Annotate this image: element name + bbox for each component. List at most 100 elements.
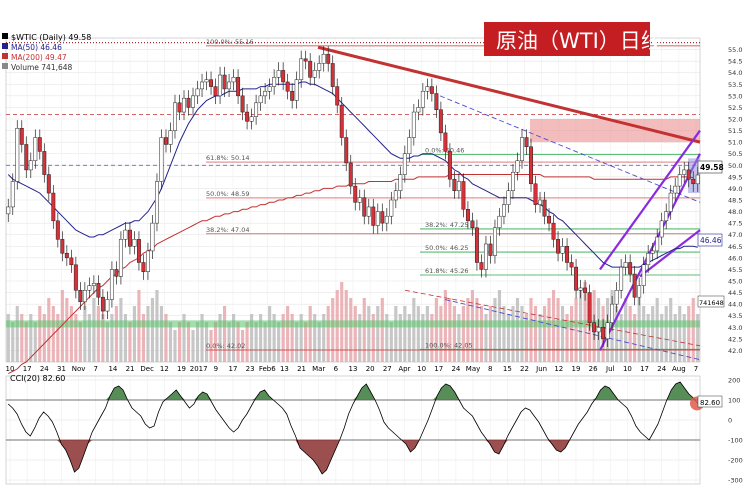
- volume-bar: [268, 306, 272, 362]
- volume-bar: [542, 306, 547, 362]
- candle-body: [533, 183, 538, 205]
- price-panel-frame: [5, 37, 701, 363]
- candle-body: [447, 151, 452, 180]
- candle-body: [695, 174, 700, 185]
- candle-body: [407, 137, 412, 154]
- legend-volume: Volume 741,648: [11, 63, 73, 72]
- candle-body: [556, 239, 561, 254]
- candle-body: [650, 250, 655, 254]
- y-tick-label: 45.5: [728, 266, 742, 274]
- candle-body: [231, 77, 236, 83]
- cci-line: [7, 381, 699, 475]
- candle-body: [317, 63, 322, 71]
- volume-bar: [250, 314, 254, 362]
- candle-body: [173, 102, 177, 131]
- x-tick-label: 9: [214, 365, 218, 373]
- volume-bar: [150, 298, 155, 362]
- volume-bar: [259, 314, 263, 362]
- candle-body: [267, 86, 272, 92]
- volume-bar: [696, 314, 700, 362]
- candle-body: [686, 169, 691, 180]
- candle-body: [628, 262, 633, 275]
- candle-body: [411, 111, 416, 138]
- x-tick-label: 13: [349, 365, 358, 373]
- volume-bar: [407, 314, 411, 362]
- volume-bar: [394, 306, 398, 362]
- volume-bar: [263, 322, 267, 362]
- x-tick-label: 14: [108, 365, 117, 373]
- candle-body: [691, 178, 696, 185]
- candle-body: [416, 107, 421, 113]
- x-tick-label: 17: [228, 365, 237, 373]
- cci-tick-label: -100: [728, 437, 743, 445]
- y-tick-label: 49.0: [728, 185, 742, 193]
- candle-body: [380, 211, 385, 224]
- x-tick-label: 24: [451, 365, 460, 373]
- y-tick-label: 53.5: [728, 81, 742, 89]
- candle-body: [100, 296, 105, 312]
- volume-bar: [687, 306, 691, 362]
- candle-body: [91, 283, 96, 286]
- highlight-box: [688, 158, 700, 194]
- volume-bar: [538, 314, 542, 362]
- volume-bar: [195, 322, 200, 362]
- y-tick-label: 44.5: [728, 289, 742, 297]
- y-tick-label: 48.5: [728, 197, 742, 205]
- x-tick-label: Nov: [72, 365, 86, 373]
- candle-body: [177, 102, 182, 113]
- x-tick-label: 17: [434, 365, 443, 373]
- y-tick-label: 47.5: [728, 220, 742, 228]
- candle-body: [123, 229, 128, 240]
- fib-label-green: 50.0%: 46.25: [425, 244, 469, 252]
- y-tick-label: 44.0: [728, 301, 742, 309]
- resistance-zone: [530, 119, 700, 143]
- candle-body: [69, 257, 74, 266]
- y-tick-label: 52.0: [728, 116, 742, 124]
- ma50-tag: 46.46: [697, 233, 723, 247]
- y-tick-label: 54.0: [728, 69, 742, 77]
- x-tick-label: 10: [6, 365, 15, 373]
- y-tick-label: 52.5: [728, 104, 742, 112]
- candle-body: [677, 174, 682, 187]
- candle-body: [155, 181, 159, 224]
- candle-body: [596, 327, 601, 333]
- volume-bar: [493, 298, 497, 362]
- volume-bar: [389, 322, 393, 362]
- volume-bar: [461, 306, 465, 362]
- candle-body: [6, 206, 11, 215]
- candle-body: [529, 146, 533, 185]
- volume-bar: [69, 306, 73, 362]
- candle-body: [375, 211, 380, 226]
- candle-body: [213, 86, 218, 97]
- volume-bar: [556, 298, 560, 362]
- volume-bar: [42, 314, 46, 362]
- volume-bar: [362, 298, 366, 362]
- x-tick-label: 10: [623, 365, 632, 373]
- volume-bar: [105, 322, 109, 362]
- candle-body: [186, 97, 191, 108]
- volume-bar: [232, 314, 236, 362]
- candle-body: [664, 211, 669, 222]
- volume-bar: [403, 306, 407, 362]
- candle-body: [164, 137, 168, 145]
- cci-panel-frame: [5, 375, 701, 485]
- x-tick-label: 19: [177, 365, 186, 373]
- candle-body: [574, 266, 579, 291]
- fib-label-green: 61.8%: 45.26: [425, 267, 469, 275]
- volume-bar: [87, 314, 91, 362]
- x-tick-label: 17: [23, 365, 32, 373]
- candle-body: [168, 130, 173, 145]
- candle-body: [263, 90, 268, 97]
- candle-body: [281, 70, 286, 83]
- volume-bar: [412, 298, 416, 362]
- volume-bar: [78, 322, 82, 362]
- volume-bar: [204, 322, 209, 362]
- channel-support-line: [639, 229, 701, 278]
- volume-bar: [425, 306, 429, 362]
- volume-bar: [299, 314, 303, 362]
- x-tick-label: 20: [366, 365, 375, 373]
- volume-bar: [313, 314, 317, 362]
- fib-label: 100.0%: 55.16: [206, 38, 254, 46]
- volume-bar: [439, 306, 443, 362]
